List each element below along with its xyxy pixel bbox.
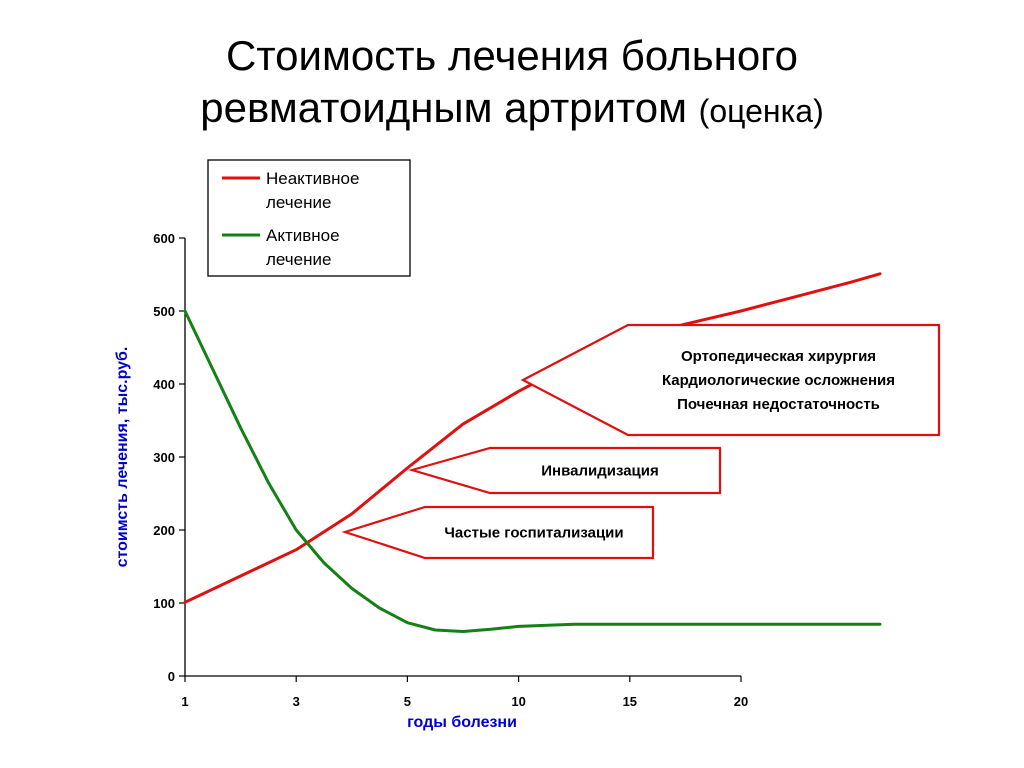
annotation-text: Почечная недостаточность (677, 396, 880, 413)
y-tick-label: 100 (153, 596, 175, 611)
y-axis-label: стоимсть лечения, тыс.руб. (114, 347, 131, 568)
x-tick-label: 3 (293, 694, 300, 709)
ticks: 0 100 200 300 400 500 600 1 3 5 10 15 20 (153, 231, 748, 709)
y-tick-label: 600 (153, 231, 175, 246)
annotation-text: Частые госпитализации (444, 525, 623, 542)
y-tick-label: 500 (153, 304, 175, 319)
legend-label: Активное лечение (266, 226, 340, 269)
x-tick-label: 5 (404, 694, 411, 709)
annotation-callout (408, 446, 722, 495)
title-line-2: ревматоидным артритом (оценка) (0, 82, 1024, 137)
annotation-callout (520, 323, 941, 437)
y-tick-label: 300 (153, 450, 175, 465)
x-axis-label: годы болезни (407, 714, 517, 731)
x-tick-label: 1 (181, 694, 188, 709)
title-suffix: (оценка) (698, 93, 824, 129)
annotation-callout (341, 505, 655, 560)
page-title: Стоимость лечения больного ревматоидным … (0, 30, 1024, 137)
y-tick-label: 400 (153, 377, 175, 392)
title-line-2-text: ревматоидным артритом (200, 84, 687, 131)
x-tick-label: 20 (734, 694, 748, 709)
y-tick-label: 200 (153, 523, 175, 538)
legend: Неактивное лечение Активное лечение (207, 159, 411, 277)
title-line-1: Стоимость лечения больного (226, 32, 798, 79)
annotation-text: Ортопедическая хирургия (681, 348, 876, 365)
x-tick-label: 10 (511, 694, 525, 709)
annotation-text: Кардиологические осложнения (662, 372, 895, 389)
annotations: Ортопедическая хирургия Кардиологические … (341, 323, 941, 560)
series-line-active-treatment (183, 309, 882, 633)
annotation-text: Инвалидизация (541, 463, 659, 480)
legend-label: Неактивное лечение (266, 169, 359, 212)
y-tick-label: 0 (168, 669, 175, 684)
x-tick-label: 15 (623, 694, 637, 709)
